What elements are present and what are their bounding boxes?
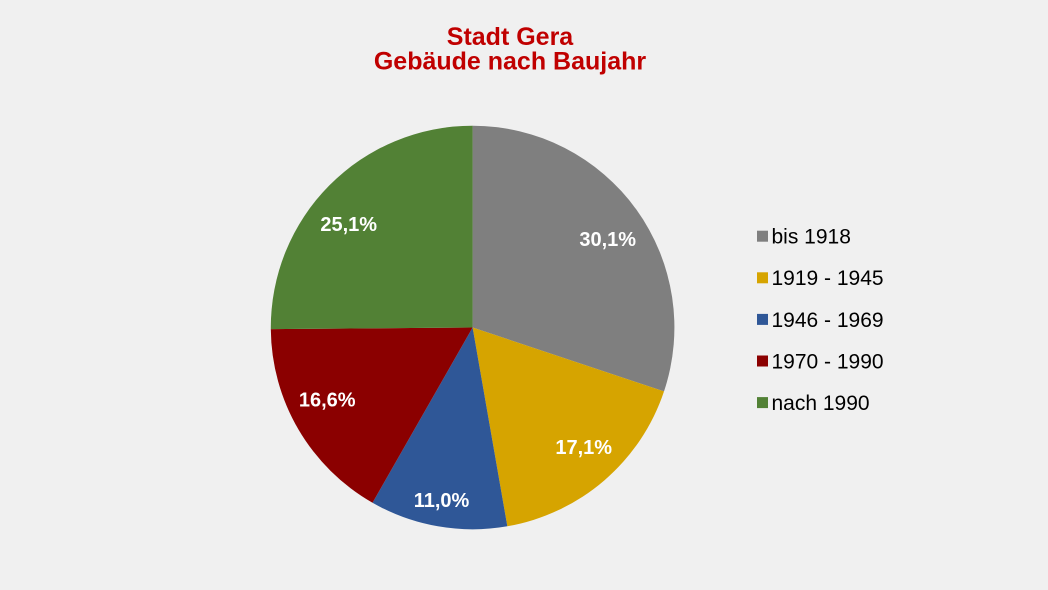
svg-text:1946 - 1969: 1946 - 1969 [772,309,884,332]
svg-text:nach 1990: nach 1990 [772,392,870,415]
svg-text:Stadt Gera: Stadt Gera [447,23,575,51]
svg-text:11,0%: 11,0% [414,490,470,512]
svg-text:Gebäude nach Baujahr: Gebäude nach Baujahr [374,47,647,75]
svg-text:17,1%: 17,1% [555,437,612,459]
svg-text:1919 - 1945: 1919 - 1945 [772,267,884,290]
svg-text:bis 1918: bis 1918 [772,226,851,249]
svg-text:25,1%: 25,1% [320,214,377,236]
svg-text:1970 - 1990: 1970 - 1990 [772,350,884,373]
svg-text:30,1%: 30,1% [579,229,636,251]
svg-text:16,6%: 16,6% [299,389,356,411]
